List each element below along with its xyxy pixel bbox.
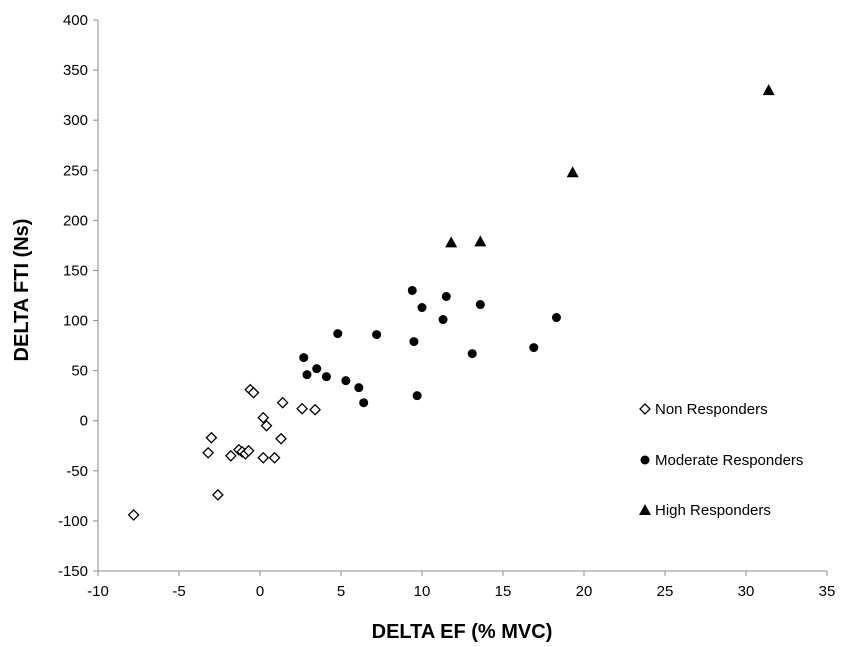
data-point [409, 337, 419, 347]
x-tick-label: 0 [256, 583, 264, 600]
legend-entry: Moderate Responders [640, 452, 803, 469]
x-axis-title: DELTA EF (% MVC) [372, 621, 553, 643]
data-point [276, 396, 289, 409]
data-point [309, 403, 321, 416]
x-tick-label: 35 [819, 583, 836, 600]
data-point [529, 343, 539, 353]
y-tick-label: 350 [63, 62, 88, 79]
data-point [302, 370, 312, 380]
data-points [127, 84, 775, 521]
data-point [407, 285, 417, 295]
legend-entry: High Responders [639, 502, 771, 519]
x-tick-label: 20 [576, 583, 593, 600]
data-point [312, 364, 322, 374]
y-tick-label: -100 [58, 513, 88, 530]
data-point [762, 84, 775, 96]
x-tick-label: 30 [738, 583, 755, 600]
legend-label: Moderate Responders [655, 452, 803, 469]
legend-marker [639, 504, 651, 515]
data-point [242, 444, 255, 457]
data-point [275, 432, 287, 445]
y-tick-label: -150 [58, 563, 88, 580]
x-tick-label: 25 [657, 583, 674, 600]
data-point [354, 383, 364, 393]
data-point [205, 431, 218, 444]
y-tick-label: -50 [66, 463, 88, 480]
data-point [341, 376, 351, 386]
data-point [333, 329, 343, 339]
legend: Non Responders Moderate Responders High Re… [639, 401, 803, 519]
y-tick-label: 200 [63, 212, 88, 229]
data-point [474, 235, 487, 247]
data-point [445, 236, 458, 248]
legend-marker [639, 403, 651, 415]
legend-label: High Responders [655, 502, 771, 519]
series-triangle [445, 84, 775, 248]
data-point [475, 300, 485, 310]
y-tick-label: 250 [63, 162, 88, 179]
data-point [417, 303, 427, 313]
series-circle [299, 285, 561, 408]
y-tick-label: 50 [71, 363, 88, 380]
data-point [202, 446, 215, 459]
x-tick-label: -10 [87, 583, 109, 600]
data-point [257, 451, 270, 464]
data-point [321, 372, 331, 382]
data-point [566, 166, 579, 178]
legend-entry: Non Responders [639, 401, 768, 418]
y-tick-label: 0 [80, 413, 88, 430]
data-point [467, 349, 477, 359]
data-point [296, 402, 309, 415]
y-tick-label: 300 [63, 112, 88, 129]
data-point [224, 449, 237, 462]
data-point [268, 451, 281, 464]
legend-marker [640, 455, 650, 465]
y-tick-label: 100 [63, 313, 88, 330]
data-point [211, 488, 224, 501]
x-tick-label: 5 [337, 583, 345, 600]
data-point [441, 292, 451, 302]
y-tick-label: 400 [63, 12, 88, 29]
data-point [551, 313, 561, 323]
data-point [260, 419, 273, 432]
data-point [127, 508, 140, 521]
x-tick-label: 15 [495, 583, 512, 600]
x-tick-label: -5 [172, 583, 185, 600]
series-diamond-open [127, 383, 321, 521]
y-axis-title: DELTA FTI (Ns) [11, 219, 33, 362]
data-point [372, 330, 382, 340]
data-point [257, 411, 270, 424]
data-point [438, 315, 448, 325]
data-point [412, 391, 422, 401]
y-tick-label: 150 [63, 262, 88, 279]
legend-label: Non Responders [655, 401, 768, 418]
x-tick-label: 10 [414, 583, 431, 600]
data-point [359, 398, 369, 408]
data-point [247, 386, 260, 399]
data-point [299, 353, 309, 363]
